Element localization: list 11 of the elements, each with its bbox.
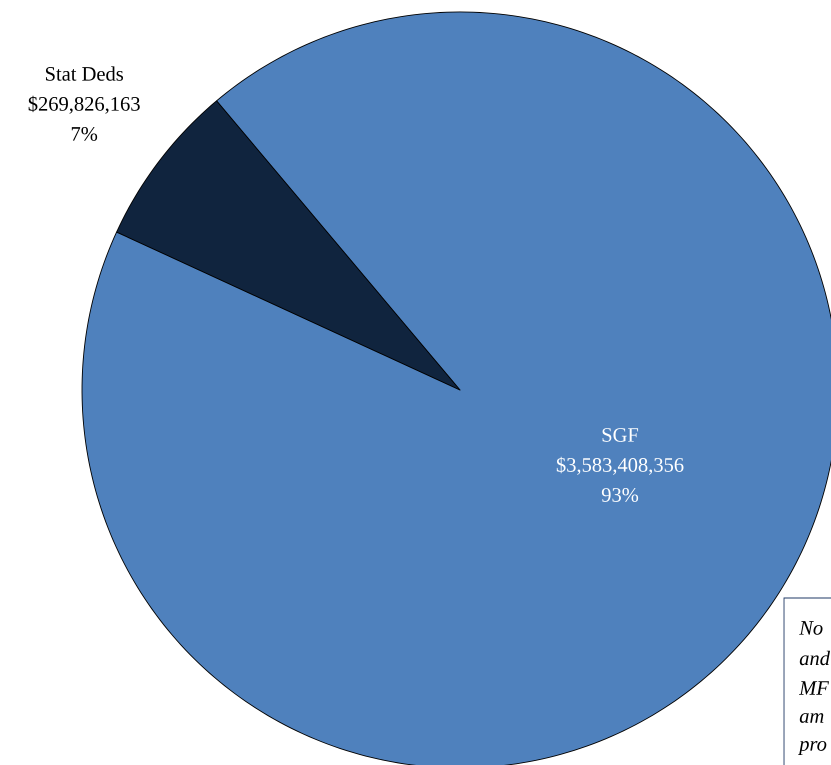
text: pro [798, 740, 826, 756]
slice-label: SGF [602, 428, 638, 442]
slice-label: Stat Deds [46, 66, 123, 81]
text: 93% [602, 488, 638, 502]
text: 7% [72, 126, 98, 141]
text: MF [798, 681, 829, 695]
data-label: $3,583,408,356 [556, 456, 684, 475]
text: No [799, 621, 823, 635]
data-label: $269,826,163 [28, 96, 140, 114]
text: am [800, 713, 824, 723]
text: and [800, 650, 830, 666]
